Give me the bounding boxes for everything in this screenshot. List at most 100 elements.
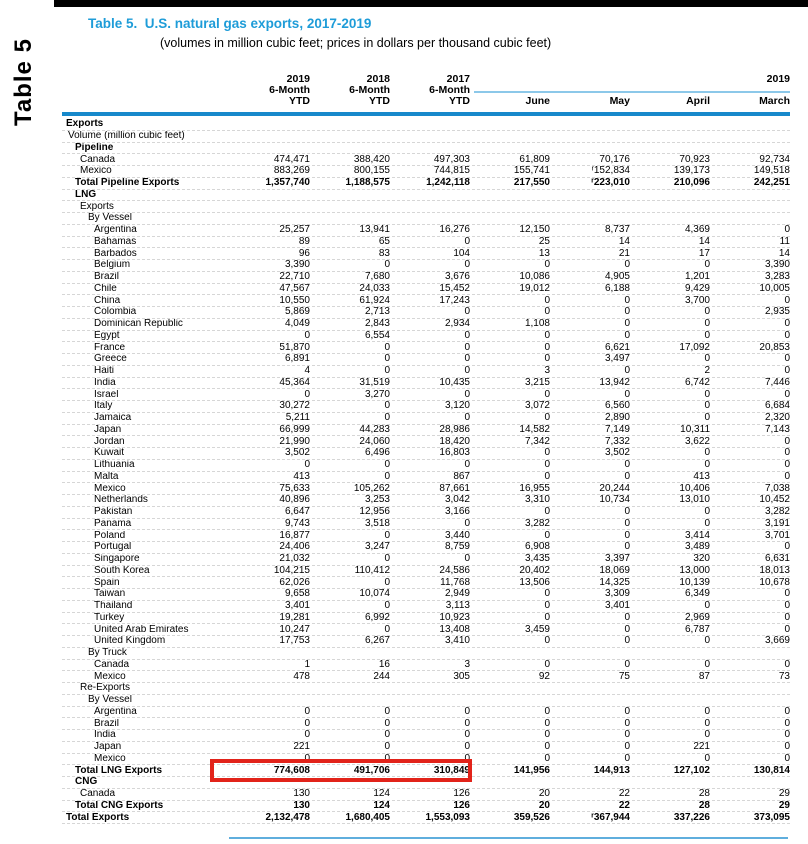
cell-value: 0 xyxy=(624,506,630,518)
cell-value: 87 xyxy=(698,670,710,682)
cell-value: 0 xyxy=(784,353,790,365)
cell-value: 0 xyxy=(704,635,710,647)
row-label: Volume (million cubic feet) xyxy=(68,131,185,142)
table-row: Jordan 21,990 24,060 18,420 7,342 7,332 3,622 0 xyxy=(62,436,790,448)
cell-value: 3,310 xyxy=(524,494,550,506)
cell-value: 1,357,740 xyxy=(265,177,311,189)
cell-value: 10,005 xyxy=(759,282,790,294)
cell-value: 66,999 xyxy=(279,423,310,435)
row-label: Egypt xyxy=(94,330,120,341)
row-label: France xyxy=(94,342,126,353)
cell-value: 4 xyxy=(304,365,310,377)
cell-value: 0 xyxy=(784,658,790,670)
cell-value: 0 xyxy=(384,470,390,482)
cell-value: 0 xyxy=(464,341,470,353)
cell-value: 2,935 xyxy=(764,306,790,318)
cell-value: 0 xyxy=(704,400,710,412)
column-header: 6-Month xyxy=(429,84,470,96)
cell-value: 8,737 xyxy=(604,224,630,236)
cell-value: 22 xyxy=(618,788,630,800)
cell-value: 0 xyxy=(784,623,790,635)
cell-value: 0 xyxy=(704,318,710,330)
cell-value: 10,734 xyxy=(599,494,630,506)
cell-value: 0 xyxy=(304,752,310,764)
cell-value: 6,349 xyxy=(684,588,710,600)
cell-value: 0 xyxy=(544,717,550,729)
cell-value: 13,941 xyxy=(359,224,390,236)
table-row: Chile 47,567 24,033 15,452 19,012 6,188 9,429 1… xyxy=(62,282,790,296)
cell-value: 0 xyxy=(384,259,390,271)
cell-value: 3,120 xyxy=(444,400,470,412)
column-header: 6-Month xyxy=(349,84,390,96)
cell-value: 0 xyxy=(784,329,790,341)
column-header: YTD xyxy=(369,95,390,107)
cell-value: 0 xyxy=(544,447,550,459)
cell-value: 221 xyxy=(293,741,310,753)
row-label: Jordan xyxy=(94,436,125,447)
table-row: Total CNG Exports 130 124 126 20 22 28 29 xyxy=(62,799,790,813)
cell-value: 0 xyxy=(704,412,710,424)
header-rule xyxy=(62,112,790,116)
cell-value: 0 xyxy=(784,365,790,377)
cell-value: 0 xyxy=(624,388,630,400)
cell-value: 305 xyxy=(453,670,470,682)
cell-value: 0 xyxy=(544,388,550,400)
cell-value: 0 xyxy=(784,224,790,236)
cell-value: 6,554 xyxy=(364,329,390,341)
cell-value: 1,188,575 xyxy=(345,177,391,189)
cell-value: 310,849 xyxy=(433,764,470,776)
row-label: Jamaica xyxy=(94,413,132,424)
cell-value: 0 xyxy=(384,341,390,353)
cell-value: 14 xyxy=(618,235,630,247)
table-body: Exports Volume (million cubic feet) Pipeli… xyxy=(62,119,790,824)
table-subtitle: (volumes in million cubic feet; prices i… xyxy=(160,36,552,50)
table-row: Jamaica 5,211 0 0 0 2,890 0 2,320 xyxy=(62,413,790,425)
cell-value: 0 xyxy=(624,365,630,377)
cell-value: 0 xyxy=(304,717,310,729)
cell-value: 29 xyxy=(778,799,790,811)
table-row: Singapore 21,032 0 0 3,435 3,397 320 6,631 xyxy=(62,554,790,566)
cell-value: 337,226 xyxy=(673,811,710,823)
cell-value: 0 xyxy=(544,353,550,365)
cell-value: 4,369 xyxy=(684,224,710,236)
cell-value: 139,173 xyxy=(673,165,710,177)
header-row: YTD YTD YTD June May April March xyxy=(62,96,790,107)
cell-value: 0 xyxy=(624,318,630,330)
cell-value: 30,272 xyxy=(279,400,310,412)
cell-value: 0 xyxy=(544,600,550,612)
cell-value: 25 xyxy=(538,235,550,247)
cell-value: 19,012 xyxy=(519,282,550,294)
cell-value: 6,647 xyxy=(284,506,310,518)
table-row: Dominican Republic 4,049 2,843 2,934 1,108 0 0… xyxy=(62,319,790,331)
cell-value: 744,815 xyxy=(433,165,470,177)
cell-value: 10,435 xyxy=(439,376,470,388)
cell-value: 3,622 xyxy=(684,435,710,447)
column-header: 2018 xyxy=(366,73,390,85)
cell-value: 3,270 xyxy=(364,388,390,400)
row-label: Mexico xyxy=(94,483,126,494)
cell-value: 0 xyxy=(544,588,550,600)
table-row: Bahamas 89 65 0 25 14 14 11 xyxy=(62,235,790,249)
cell-value: 0 xyxy=(784,447,790,459)
cell-value: 0 xyxy=(544,741,550,753)
cell-value: 21 xyxy=(618,247,630,259)
cell-value: 0 xyxy=(784,588,790,600)
cell-value: 124 xyxy=(373,788,390,800)
cell-value: 8,759 xyxy=(444,541,470,553)
exports-table: 2019 2018 2017 2019 6-Month 6-Month 6-Month YTD… xyxy=(62,74,790,824)
cell-value: 0 xyxy=(384,365,390,377)
cell-value: 0 xyxy=(704,447,710,459)
cell-value: 0 xyxy=(624,623,630,635)
table-row: Haiti 4 0 0 3 0 2 0 xyxy=(62,366,790,378)
row-label: South Korea xyxy=(94,565,150,576)
row-label: Pipeline xyxy=(75,142,114,153)
cell-value: 16,803 xyxy=(439,447,470,459)
cell-value: 14,325 xyxy=(599,576,630,588)
cell-value: 497,303 xyxy=(433,153,470,165)
column-header: May xyxy=(609,95,630,107)
cell-value: 0 xyxy=(704,658,710,670)
cell-value: 0 xyxy=(304,388,310,400)
cell-value: 7,342 xyxy=(524,435,550,447)
row-label: Chile xyxy=(94,283,117,294)
cell-value: 3,397 xyxy=(604,553,630,565)
